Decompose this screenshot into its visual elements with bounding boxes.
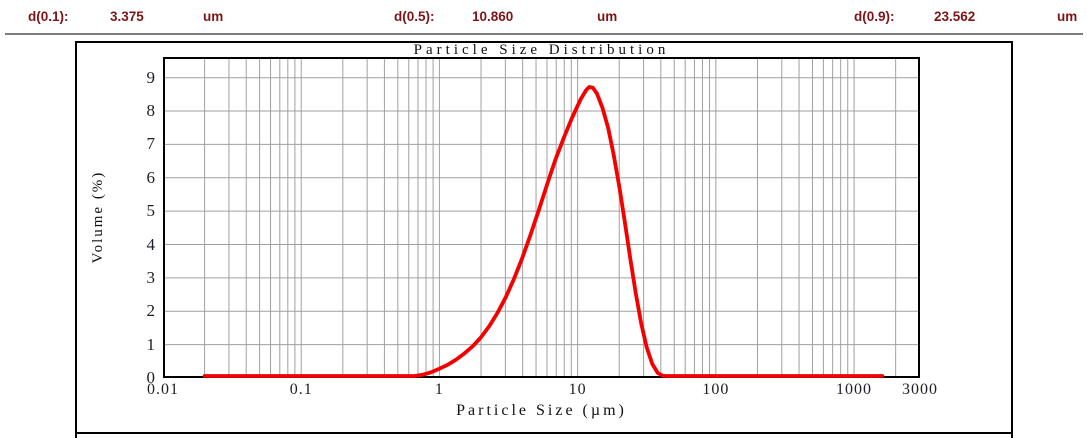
x-axis-label: Particle Size (µm): [456, 402, 627, 419]
section-divider: [77, 432, 1011, 434]
d10-unit: um: [203, 8, 224, 24]
d90-readout: d(0.9): 23.562 um: [854, 6, 1077, 26]
x-tick-label: 0.01: [147, 381, 179, 398]
d10-label: d(0.1):: [28, 8, 69, 24]
header-divider: [5, 33, 1083, 35]
x-tick-label: 1: [434, 381, 444, 398]
d50-unit: um: [597, 8, 618, 24]
y-tick-label: 4: [146, 234, 156, 254]
y-tick-label: 1: [146, 334, 156, 354]
d90-unit: um: [1057, 8, 1078, 24]
d90-value: 23.562: [934, 8, 976, 24]
y-tick-label: 2: [146, 301, 156, 321]
y-tick-label: 7: [146, 134, 156, 154]
x-tick-label: 3000: [902, 381, 938, 398]
y-tick-label: 9: [146, 67, 156, 87]
y-tick-label: 6: [146, 167, 156, 187]
chart-title: Particle Size Distribution: [413, 42, 670, 58]
x-tick-label: 100: [702, 381, 730, 398]
x-tick-label: 0.1: [289, 381, 313, 398]
d10-value: 3.375: [110, 8, 144, 24]
y-tick-label: 5: [146, 201, 156, 221]
x-tick-label: 1000: [836, 381, 873, 398]
plot-frame: [163, 57, 920, 378]
y-tick-label: 3: [146, 267, 156, 287]
chart-frame: Particle Size Distribution Volume (%) Pa…: [75, 41, 1013, 438]
plot-area: [163, 57, 920, 378]
d10-readout: d(0.1): 3.375 um: [28, 6, 223, 26]
y-tick-label: 8: [146, 101, 156, 121]
d50-readout: d(0.5): 10.860 um: [394, 6, 617, 26]
distribution-plot-svg: [163, 57, 920, 378]
x-tick-label: 10: [568, 381, 587, 398]
distribution-curve: [202, 85, 885, 378]
d50-value: 10.860: [472, 8, 514, 24]
y-tick-label: 0: [146, 368, 156, 387]
d50-label: d(0.5):: [394, 8, 435, 24]
d90-label: d(0.9):: [854, 8, 895, 24]
